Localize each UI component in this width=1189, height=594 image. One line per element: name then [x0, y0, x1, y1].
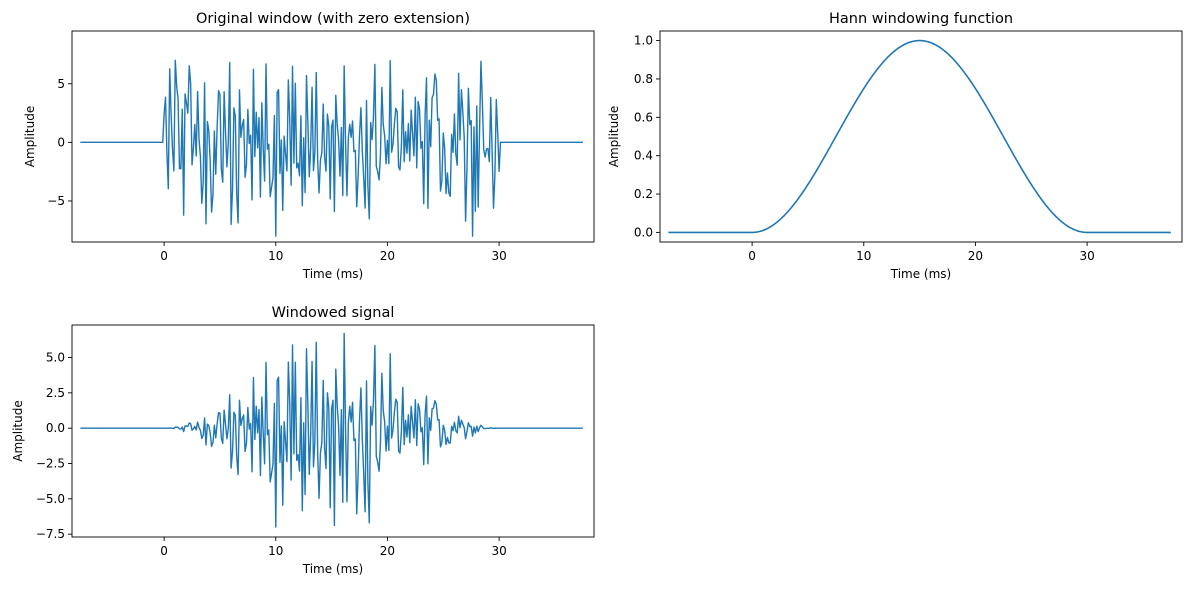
- series-line: [80, 332, 583, 528]
- x-tick-label: 10: [856, 249, 871, 263]
- y-tick-label: 0.8: [634, 72, 653, 86]
- y-tick-label: 0.2: [634, 187, 653, 201]
- y-tick-label: 0.0: [46, 421, 65, 435]
- axes-frame: [659, 30, 1183, 243]
- x-axis-label: Time (ms): [302, 562, 364, 576]
- y-tick-label: −5.0: [36, 492, 65, 506]
- x-tick-label: 30: [1079, 249, 1094, 263]
- subplot-3: 0 10 20 30 −7.5 −5.0 −2.5 0.0 2.5 5.0 Windowed sig…: [11, 305, 595, 576]
- y-tick-label: 0.0: [634, 225, 653, 239]
- y-tick-label: 5.0: [46, 351, 65, 365]
- y-axis-label: Amplitude: [11, 400, 25, 462]
- y-tick-label: −7.5: [36, 527, 65, 541]
- x-axis-label: Time (ms): [890, 267, 952, 281]
- series-line: [668, 39, 1171, 234]
- x-tick-label: 10: [268, 544, 283, 558]
- y-tick-label: 0: [57, 135, 65, 149]
- y-tick-label: 1.0: [634, 34, 653, 48]
- subplot-2: 0 10 20 30 0.0 0.2 0.4 0.6 0.8 1.0 Hann windowing …: [607, 11, 1183, 281]
- y-axis-label: Amplitude: [607, 106, 621, 168]
- axes-frame: [71, 30, 595, 243]
- chart-title: Hann windowing function: [829, 11, 1013, 27]
- y-tick-label: 0.4: [634, 149, 653, 163]
- series-line: [80, 59, 583, 237]
- y-tick-label: −2.5: [36, 457, 65, 471]
- chart-title: Original window (with zero extension): [196, 11, 470, 27]
- y-tick-label: −5: [47, 194, 65, 208]
- y-tick-label: 2.5: [46, 386, 65, 400]
- subplot-1: 0 10 20 30 −5 0 5 Original window (with zero ex…: [23, 11, 595, 281]
- x-tick-label: 20: [380, 544, 395, 558]
- x-tick-label: 0: [748, 249, 756, 263]
- axes-frame: [71, 324, 595, 538]
- x-tick-label: 0: [160, 544, 168, 558]
- x-tick-label: 30: [491, 544, 506, 558]
- x-tick-label: 10: [268, 249, 283, 263]
- x-tick-label: 20: [968, 249, 983, 263]
- x-axis-label: Time (ms): [302, 267, 364, 281]
- x-tick-label: 20: [380, 249, 395, 263]
- y-tick-label: 5: [57, 77, 65, 91]
- y-tick-label: 0.6: [634, 110, 653, 124]
- y-axis-label: Amplitude: [23, 106, 37, 168]
- chart-title: Windowed signal: [272, 305, 395, 321]
- x-tick-label: 30: [491, 249, 506, 263]
- x-tick-label: 0: [160, 249, 168, 263]
